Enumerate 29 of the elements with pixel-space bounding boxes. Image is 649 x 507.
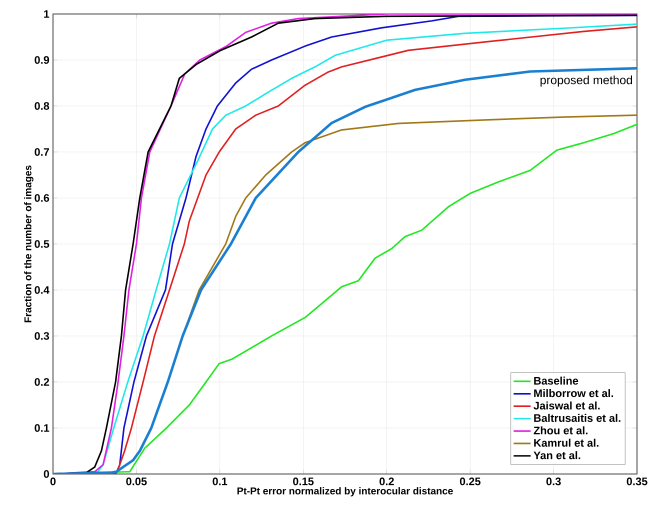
legend-label: Baltrusaitis et al. — [534, 414, 620, 422]
y-tick-label: 0.9 — [34, 56, 50, 64]
legend-label: Milborrow et al. — [534, 389, 614, 398]
x-tick-label: 0.2 — [380, 478, 394, 486]
x-tick-label: 0 — [50, 478, 56, 486]
x-tick-label: 0.25 — [460, 478, 480, 486]
y-tick-label: 0.8 — [34, 102, 50, 110]
y-tick-label: 0 — [44, 470, 50, 478]
y-tick-label: 0.5 — [34, 240, 50, 248]
y-tick-label: 0.3 — [34, 332, 50, 340]
y-tick-label: 0.2 — [34, 378, 50, 386]
y-tick-label: 0.6 — [34, 194, 50, 202]
x-axis-title: Pt-Pt error normalized by interocular distance — [237, 487, 453, 496]
x-tick-label: 0.15 — [293, 478, 314, 486]
x-tick-label: 0.1 — [212, 478, 228, 486]
x-tick-label: 0.35 — [626, 478, 648, 486]
y-tick-label: 1 — [44, 10, 50, 18]
x-tick-label: 0.05 — [126, 478, 147, 486]
legend-label: Yan et al. — [534, 451, 580, 460]
legend-label: Baseline — [534, 376, 578, 385]
legend-label: Kamrul et al. — [534, 438, 598, 447]
legend-label: Zhou et al. — [534, 426, 588, 434]
y-tick-label: 0.1 — [34, 424, 50, 432]
x-tick-label: 0.3 — [546, 478, 561, 486]
y-axis-title: Fraction of the number of images — [24, 166, 34, 322]
legend-label: Jaiswal et al. — [534, 401, 600, 410]
y-tick-label: 0.7 — [34, 148, 50, 156]
y-tick-label: 0.4 — [34, 286, 50, 294]
annotation: proposed method — [540, 75, 632, 87]
